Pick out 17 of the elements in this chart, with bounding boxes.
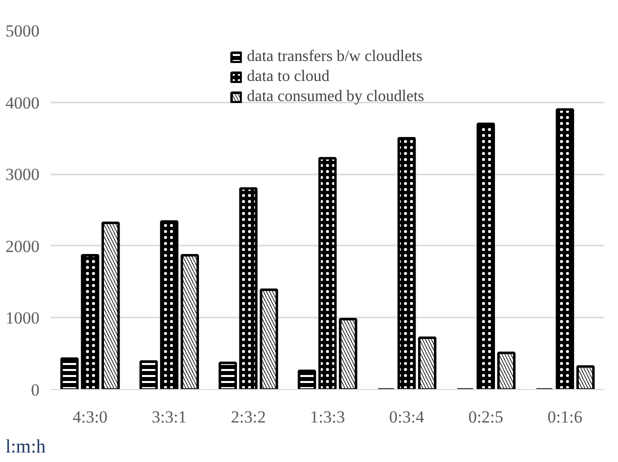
y-tick-label: 2000 [6, 236, 40, 256]
y-tick-label: 4000 [6, 93, 40, 112]
y-tick-label: 0 [31, 380, 40, 400]
y-tick-label: 3000 [6, 165, 40, 184]
x-tick-label: 0:1:6 [547, 408, 582, 426]
legend-label: data transfers b/w cloudlets [246, 48, 422, 66]
y-tick-label: 1000 [6, 308, 40, 328]
legend-label: data consumed by cloudlets [246, 88, 424, 106]
x-tick-label: 1:3:3 [310, 408, 345, 426]
x-tick-label: 2:3:2 [230, 408, 266, 426]
y-tick-label: 5000 [6, 22, 40, 40]
x-tick-label: 0:2:5 [468, 408, 504, 426]
x-tick-label: 3:3:1 [152, 408, 187, 426]
x-tick-label: 4:3:0 [72, 408, 108, 426]
legend-label: data to cloud [246, 68, 330, 86]
x-tick-label: 0:3:4 [389, 408, 425, 426]
x-axis-title: l:m:h [6, 436, 46, 458]
